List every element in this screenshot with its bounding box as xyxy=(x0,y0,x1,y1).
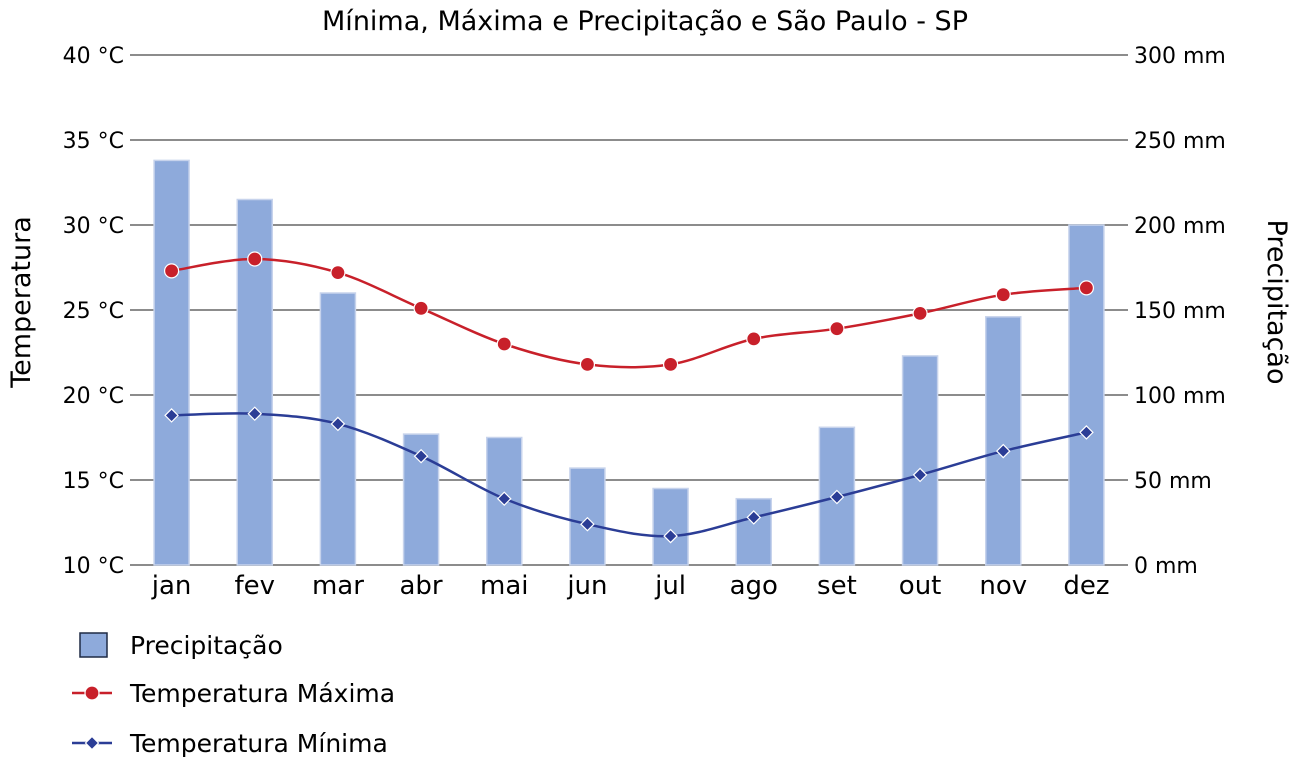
min-temperature-point xyxy=(995,443,1011,459)
x-tick-label: mai xyxy=(480,571,528,601)
x-tick-label: dez xyxy=(1063,571,1109,601)
max-temperature-point xyxy=(912,305,928,321)
max-temperature-point xyxy=(1078,280,1095,296)
legend: Precipitação Temperatura Máxima Temperatur… xyxy=(72,631,395,758)
max-temperature-point xyxy=(496,336,512,352)
y-left-tick-label: 15 °C xyxy=(63,469,124,494)
legend-label: Temperatura Mínima xyxy=(129,729,388,758)
min-temperature-point xyxy=(164,408,179,423)
min-temperature-point xyxy=(746,510,762,525)
min-temperature-point xyxy=(496,491,512,507)
legend-label: Precipitação xyxy=(130,631,283,660)
max-temperature-point xyxy=(163,263,180,279)
x-tick-label: out xyxy=(899,571,942,601)
y-left-tick-label: 20 °C xyxy=(63,384,124,409)
min-temperature-point xyxy=(247,406,263,422)
chart-title: Mínima, Máxima e Precipitação e São Paul… xyxy=(322,6,968,37)
y-right-tick-label: 50 mm xyxy=(1134,469,1212,494)
y-right-tick-label: 100 mm xyxy=(1134,384,1226,409)
x-tick-label: jan xyxy=(151,571,192,601)
min-temperature-point xyxy=(1079,425,1094,440)
precipitation-bar xyxy=(153,159,190,566)
precipitation-bar xyxy=(652,487,689,566)
line-min-temperature xyxy=(171,412,1087,538)
y-right-tick-label: 300 mm xyxy=(1134,44,1226,69)
y-left-tick-label: 10 °C xyxy=(63,554,124,579)
min-temperature-point xyxy=(580,516,595,532)
legend-diamond-marker xyxy=(84,735,100,751)
x-tick-label: fev xyxy=(234,571,275,601)
gridlines xyxy=(130,54,1128,566)
left-axis-ticks: 10 °C 15 °C 20 °C 25 °C 30 °C 35 °C 40 °C xyxy=(63,44,124,579)
x-tick-label: ago xyxy=(730,571,778,601)
temperature-lines xyxy=(163,251,1095,544)
precipitation-bar xyxy=(735,497,772,566)
min-temperature-point xyxy=(912,467,928,483)
y-right-axis-title: Precipitação xyxy=(1261,220,1292,385)
legend-circle-marker xyxy=(84,685,100,701)
x-axis-ticks: jan fev mar abr mai jun jul ago set out nov dez xyxy=(151,571,1110,601)
precipitation-bar xyxy=(1068,224,1105,566)
y-left-tick-label: 30 °C xyxy=(63,214,124,239)
y-right-tick-label: 150 mm xyxy=(1134,299,1226,324)
min-temperature-point xyxy=(829,489,845,505)
y-left-tick-label: 40 °C xyxy=(63,44,124,69)
x-tick-label: jul xyxy=(654,571,686,601)
min-temperature-point xyxy=(413,448,429,464)
precipitation-bar xyxy=(985,316,1022,566)
x-tick-label: jun xyxy=(566,571,607,601)
precipitation-bar xyxy=(569,467,606,566)
x-tick-label: mar xyxy=(312,571,364,601)
y-right-tick-label: 200 mm xyxy=(1134,214,1226,239)
y-left-tick-label: 35 °C xyxy=(63,129,124,154)
y-right-tick-label: 250 mm xyxy=(1134,129,1226,154)
max-temperature-point xyxy=(579,356,596,372)
max-temperature-point xyxy=(829,321,845,337)
legend-swatch-precipitation xyxy=(79,632,108,658)
max-temperature-point xyxy=(662,356,679,372)
max-temperature-point xyxy=(413,300,429,316)
x-tick-label: nov xyxy=(979,571,1027,601)
x-tick-label: set xyxy=(817,571,857,601)
max-temperature-point xyxy=(330,265,346,281)
y-left-axis-title: Temperatura xyxy=(6,216,37,389)
right-axis-ticks: 0 mm 50 mm 100 mm 150 mm 200 mm 250 mm 300 mm xyxy=(1134,44,1226,579)
line-max-temperature xyxy=(171,257,1087,369)
min-temperature-point xyxy=(663,528,678,544)
x-tick-label: abr xyxy=(400,571,443,601)
precipitation-bars xyxy=(153,159,1105,566)
min-temperature-point xyxy=(330,416,346,432)
y-right-tick-label: 0 mm xyxy=(1134,554,1198,579)
legend-label: Temperatura Máxima xyxy=(129,679,395,708)
max-temperature-point xyxy=(995,287,1011,303)
max-temperature-point xyxy=(247,251,263,267)
y-left-tick-label: 25 °C xyxy=(63,299,124,324)
precipitation-bar xyxy=(901,355,939,566)
max-temperature-point xyxy=(746,331,762,347)
